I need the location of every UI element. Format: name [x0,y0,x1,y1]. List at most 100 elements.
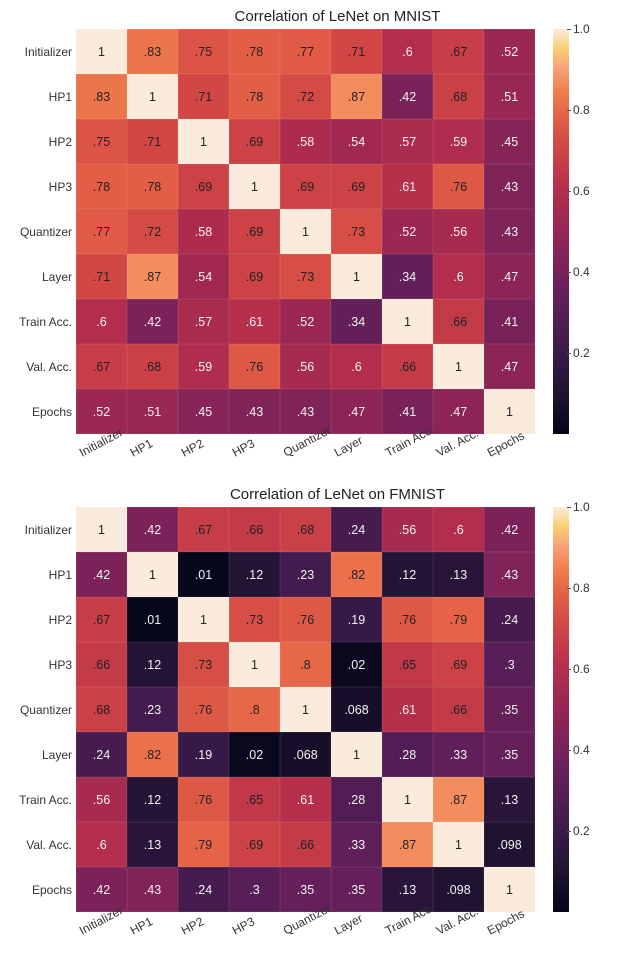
heatmap-cell: .59 [178,344,229,389]
heatmap-cell: .56 [382,507,433,552]
heatmap-cell: .02 [331,642,382,687]
heatmap-cell: .61 [382,164,433,209]
heatmap-cell: .58 [178,209,229,254]
heatmap-cell: .47 [484,254,535,299]
y-label: HP1 [4,552,72,597]
heatmap-grid: 1.83.75.78.77.71.6.67.52.831.71.78.72.87… [76,29,535,434]
heatmap-cell: .52 [484,29,535,74]
colorbar-tick: 0.4 [573,743,590,757]
heatmap-cell: .83 [76,74,127,119]
heatmap-cell: .61 [280,777,331,822]
heatmap-cell: .66 [433,687,484,732]
y-label: Val. Acc. [4,822,72,867]
heatmap-cell: .01 [127,597,178,642]
heatmap-cell: .61 [382,687,433,732]
heatmap-cell: .19 [178,732,229,777]
heatmap-cell: .12 [127,777,178,822]
heatmap-cell: 1 [127,74,178,119]
heatmap-cell: .02 [229,732,280,777]
heatmap-cell: 1 [76,507,127,552]
heatmap-cell: 1 [178,597,229,642]
y-axis-labels: InitializerHP1HP2HP3QuantizerLayerTrain … [4,29,76,434]
y-label: Train Acc. [4,299,72,344]
heatmap-cell: .45 [484,119,535,164]
heatmap-cell: .35 [331,867,382,912]
heatmap-cell: .76 [229,344,280,389]
heatmap-cell: .65 [229,777,280,822]
heatmap-cell: .66 [433,299,484,344]
colorbar-tick: 0.8 [573,581,590,595]
heatmap-cell: .69 [229,209,280,254]
heatmap-cell: .67 [178,507,229,552]
heatmap-cell: .79 [178,822,229,867]
y-label: Train Acc. [4,777,72,822]
heatmap-cell: .33 [433,732,484,777]
heatmap-cell: .51 [484,74,535,119]
y-label: HP2 [4,119,72,164]
colorbar-tick: 0.6 [573,184,590,198]
heatmap-cell: .23 [127,687,178,732]
heatmap-cell: .33 [331,822,382,867]
heatmap-cell: .69 [178,164,229,209]
heatmap-cell: .54 [178,254,229,299]
heatmap-cell: .73 [280,254,331,299]
heatmap-cell: .8 [229,687,280,732]
heatmap-cell: .24 [331,507,382,552]
y-label: HP1 [4,74,72,119]
heatmap-cell: .69 [280,164,331,209]
heatmap-cell: .68 [76,687,127,732]
heatmap-cell: .72 [280,74,331,119]
heatmap-cell: 1 [178,119,229,164]
y-label: Layer [4,732,72,777]
heatmap-cell: .58 [280,119,331,164]
heatmap-cell: .78 [229,29,280,74]
heatmap-cell: 1 [484,867,535,912]
colorbar-tick: 0.2 [573,824,590,838]
colorbar-tick: 0.4 [573,265,590,279]
chart-title: Correlation of LeNet on MNIST [4,8,636,25]
heatmap-cell: .72 [127,209,178,254]
heatmap-cell: 1 [382,777,433,822]
heatmap-cell: .3 [229,867,280,912]
heatmap-cell: .13 [127,822,178,867]
heatmap-cell: .73 [178,642,229,687]
x-label: Epochs [476,906,537,960]
heatmap-cell: .67 [433,29,484,74]
heatmap-cell: 1 [484,389,535,434]
heatmap-cell: .43 [484,209,535,254]
heatmap-cell: 1 [331,254,382,299]
y-label: Quantizer [4,209,72,254]
heatmap-cell: .12 [127,642,178,687]
colorbar: 1.00.80.60.40.2 [553,507,613,912]
heatmap-cell: .19 [331,597,382,642]
heatmap-cell: .68 [433,74,484,119]
heatmap-cell: .47 [433,389,484,434]
heatmap-cell: .67 [76,344,127,389]
heatmap-cell: 1 [280,687,331,732]
heatmap-cell: .098 [433,867,484,912]
y-label: Initializer [4,29,72,74]
heatmap-cell: .068 [280,732,331,777]
heatmap-cell: .67 [76,597,127,642]
heatmap-cell: .76 [178,687,229,732]
heatmap-cell: .87 [382,822,433,867]
heatmap-cell: .69 [229,119,280,164]
heatmap-cell: .41 [484,299,535,344]
heatmap-cell: .71 [331,29,382,74]
heatmap-cell: .76 [280,597,331,642]
heatmap-cell: .42 [76,552,127,597]
heatmap-cell: .71 [178,74,229,119]
heatmap-cell: .77 [280,29,331,74]
heatmap-cell: .77 [76,209,127,254]
heatmap-cell: .68 [127,344,178,389]
heatmap-cell: .42 [127,507,178,552]
heatmap-cell: .87 [331,74,382,119]
heatmap-cell: .78 [76,164,127,209]
heatmap-cell: .6 [382,29,433,74]
y-label: HP3 [4,642,72,687]
y-axis-labels: InitializerHP1HP2HP3QuantizerLayerTrain … [4,507,76,912]
heatmap-cell: .6 [433,507,484,552]
heatmap-cell: .28 [331,777,382,822]
colorbar-tick: 1.0 [573,500,590,514]
heatmap-cell: 1 [229,164,280,209]
